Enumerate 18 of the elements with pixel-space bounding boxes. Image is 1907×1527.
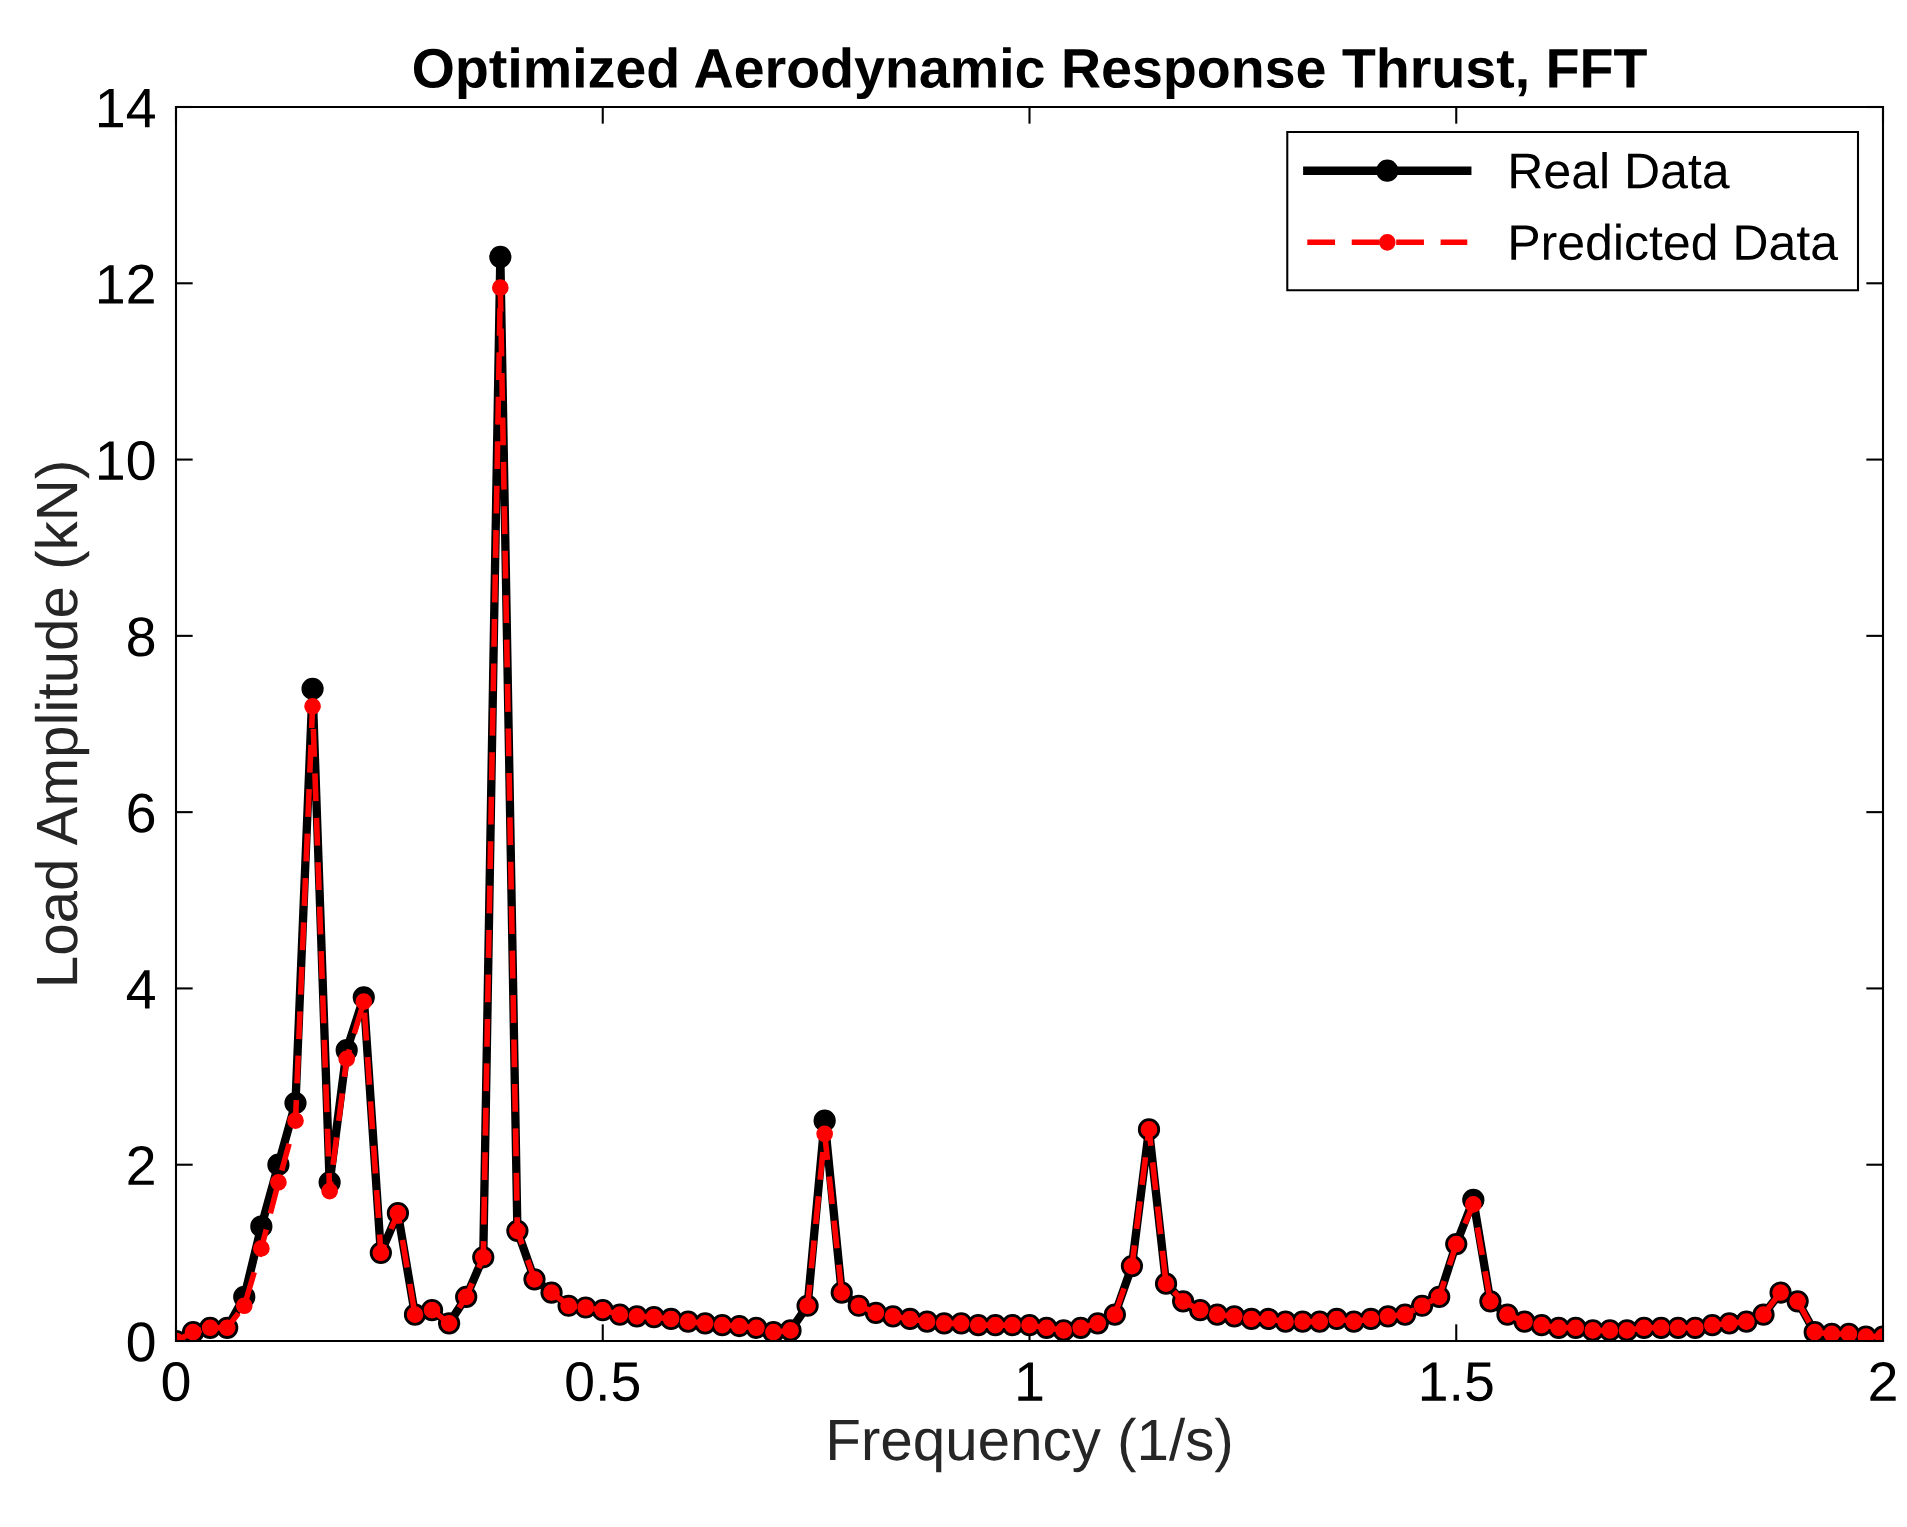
x-tick-label: 0 <box>162 1361 190 1402</box>
y-tick-label: 12 <box>99 264 154 304</box>
chart-title: Optimized Aerodynamic Response Thrust, FFT <box>413 47 1647 100</box>
y-tick-label: 8 <box>128 617 155 657</box>
legend-label: Predicted Data <box>1511 223 1839 261</box>
y-axis-title: Load Amplitude (kN) <box>34 463 90 984</box>
y-tick-label: 4 <box>126 970 155 1009</box>
x-tick-label: 2 <box>1870 1361 1896 1401</box>
y-tick-label: 2 <box>128 1146 154 1185</box>
x-tick-label: 1 <box>1018 1362 1043 1401</box>
x-axis-title: Frequency (1/s) <box>830 1417 1231 1473</box>
y-tick-label: 6 <box>128 793 155 833</box>
y-tick-label: 14 <box>99 88 155 128</box>
legend-label: Real Data <box>1511 152 1730 189</box>
x-tick-label: 0.5 <box>566 1361 640 1402</box>
y-tick-label: 0 <box>127 1322 155 1362</box>
y-tick-label: 10 <box>99 440 155 481</box>
x-tick-label: 1.5 <box>1421 1362 1493 1402</box>
